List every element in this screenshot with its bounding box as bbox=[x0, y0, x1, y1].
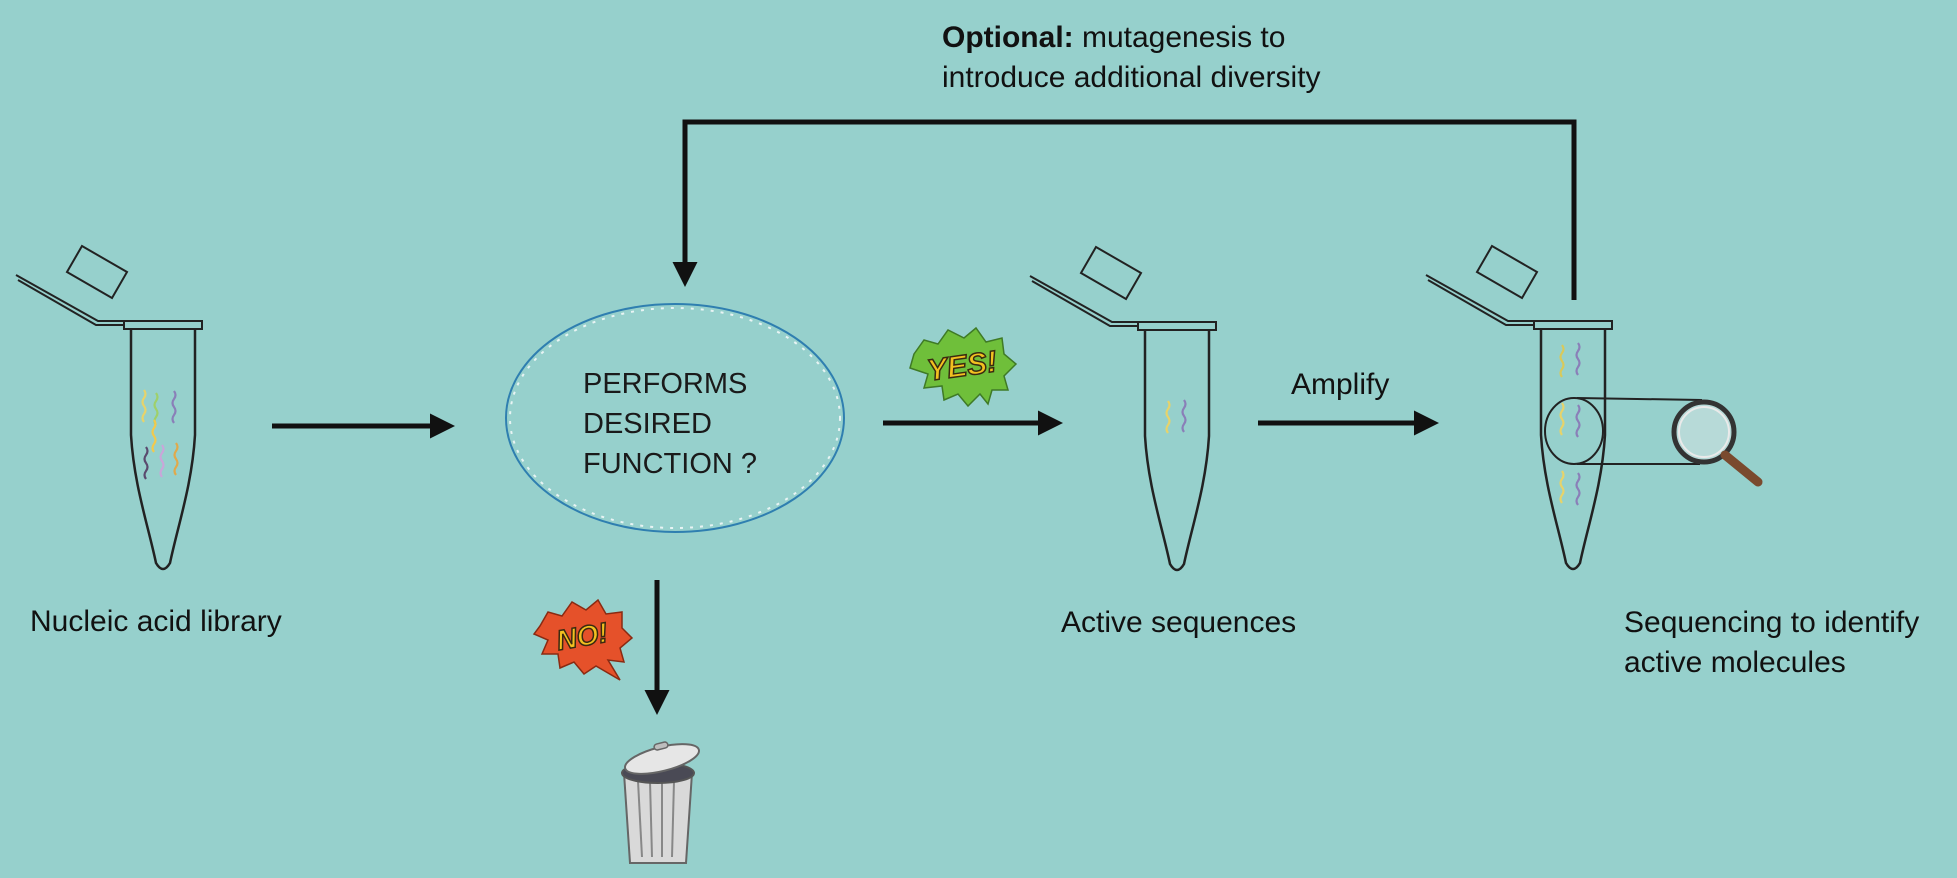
feedback-loop-arrow bbox=[672, 119, 1577, 300]
decision-line3: FUNCTION ? bbox=[583, 448, 757, 480]
yes-speech-burst-icon: YES! bbox=[909, 326, 1018, 408]
trash-can-icon bbox=[621, 741, 700, 864]
sequencing-label: Sequencing to identify active molecules bbox=[1624, 603, 1919, 683]
optional-note-line1: mutagenesis to bbox=[1073, 21, 1286, 54]
magnifier-icon bbox=[1544, 397, 1763, 487]
active-label: Active sequences bbox=[1061, 606, 1297, 639]
library-tube-icon bbox=[14, 244, 204, 571]
sequencing-line2: active molecules bbox=[1624, 646, 1846, 679]
amplify-label: Amplify bbox=[1291, 368, 1390, 401]
no-speech-burst-icon: NO! bbox=[532, 598, 634, 681]
decision-text: PERFORMS DESIRED FUNCTION ? bbox=[583, 364, 757, 484]
decision-line2: DESIRED bbox=[583, 408, 712, 440]
active-tube-icon bbox=[1028, 245, 1218, 572]
library-label: Nucleic acid library bbox=[30, 605, 282, 638]
optional-note: Optional: mutagenesis to introduce addit… bbox=[942, 18, 1321, 98]
optional-note-bold: Optional: bbox=[942, 21, 1074, 54]
sequencing-tube-icon bbox=[1424, 244, 1614, 571]
decision-line1: PERFORMS bbox=[583, 368, 748, 400]
optional-note-line2: introduce additional diversity bbox=[942, 61, 1321, 94]
sequencing-line1: Sequencing to identify bbox=[1624, 606, 1920, 639]
decision-ellipse bbox=[505, 303, 845, 533]
